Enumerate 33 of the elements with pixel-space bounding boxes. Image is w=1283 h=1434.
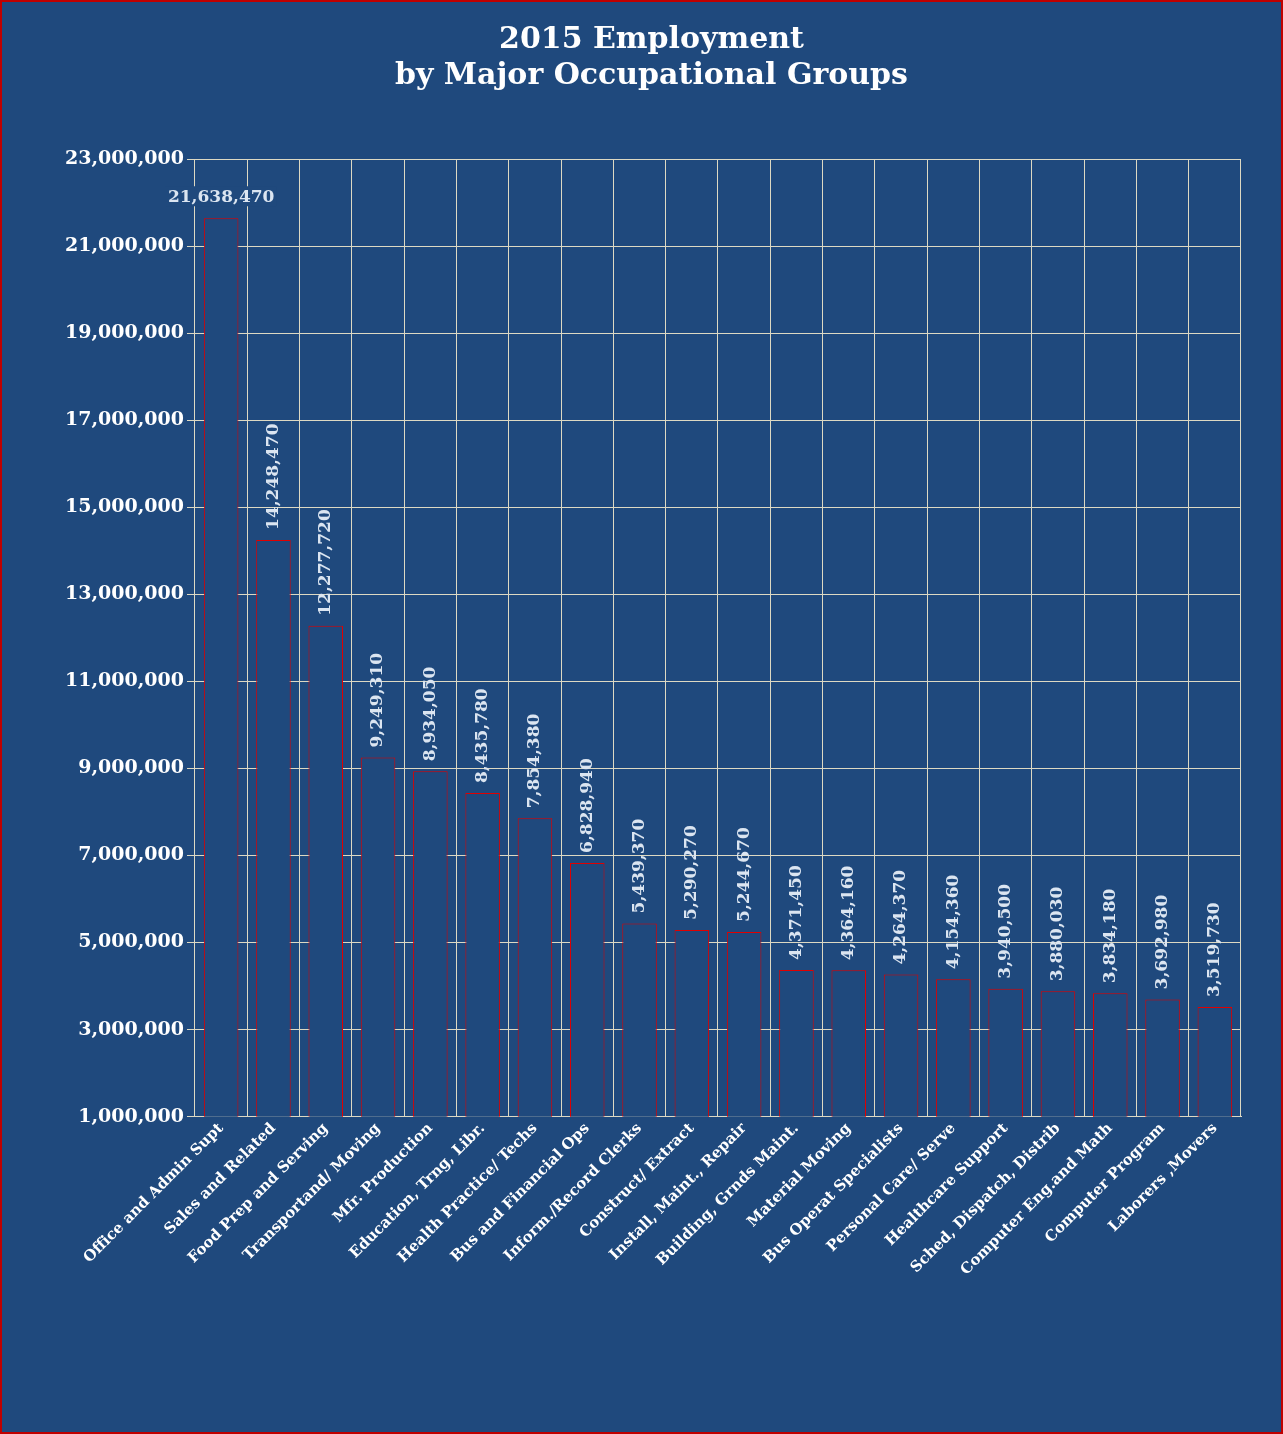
y-tick-label: 5,000,000 <box>78 929 184 952</box>
y-tick-label: 21,000,000 <box>64 233 184 255</box>
y-tick-label: 3,000,000 <box>78 1016 184 1039</box>
y-tick-label: 17,000,000 <box>64 407 184 430</box>
data-label: 6,828,940 <box>575 758 596 853</box>
data-label: 4,264,370 <box>889 869 910 965</box>
data-label: 5,290,270 <box>680 825 701 920</box>
data-label: 4,154,360 <box>941 874 962 970</box>
data-label: 8,934,050 <box>418 666 439 762</box>
data-label: 4,364,160 <box>837 865 858 961</box>
data-label: 4,371,450 <box>784 865 805 960</box>
y-tick-label: 19,000,000 <box>64 320 184 343</box>
data-label: 12,277,720 <box>314 509 335 616</box>
y-tick-label: 23,000,000 <box>64 145 184 168</box>
data-label: 9,249,310 <box>366 652 387 748</box>
y-tick-label: 15,000,000 <box>64 494 184 517</box>
data-label: 8,435,780 <box>471 688 492 783</box>
data-label: 5,244,670 <box>732 827 753 922</box>
data-label: 21,638,470 <box>167 186 275 207</box>
y-tick-label: 9,000,000 <box>78 755 184 778</box>
data-label: 7,854,380 <box>523 713 544 809</box>
y-tick-label: 1,000,000 <box>78 1103 184 1126</box>
y-tick-label: 7,000,000 <box>78 842 184 865</box>
data-label: 5,439,370 <box>627 818 648 914</box>
y-tick-label: 11,000,000 <box>64 668 184 691</box>
y-tick-label: 13,000,000 <box>64 581 184 604</box>
data-label: 3,519,730 <box>1203 902 1224 997</box>
data-label: 3,880,030 <box>1046 886 1067 982</box>
data-label: 3,692,980 <box>1150 894 1171 990</box>
data-label: 3,940,500 <box>994 883 1015 979</box>
data-label: 14,248,470 <box>261 423 282 530</box>
chart-title: 2015 Employment by Major Occupational Groups <box>395 19 908 91</box>
data-label: 3,834,180 <box>1098 888 1119 984</box>
